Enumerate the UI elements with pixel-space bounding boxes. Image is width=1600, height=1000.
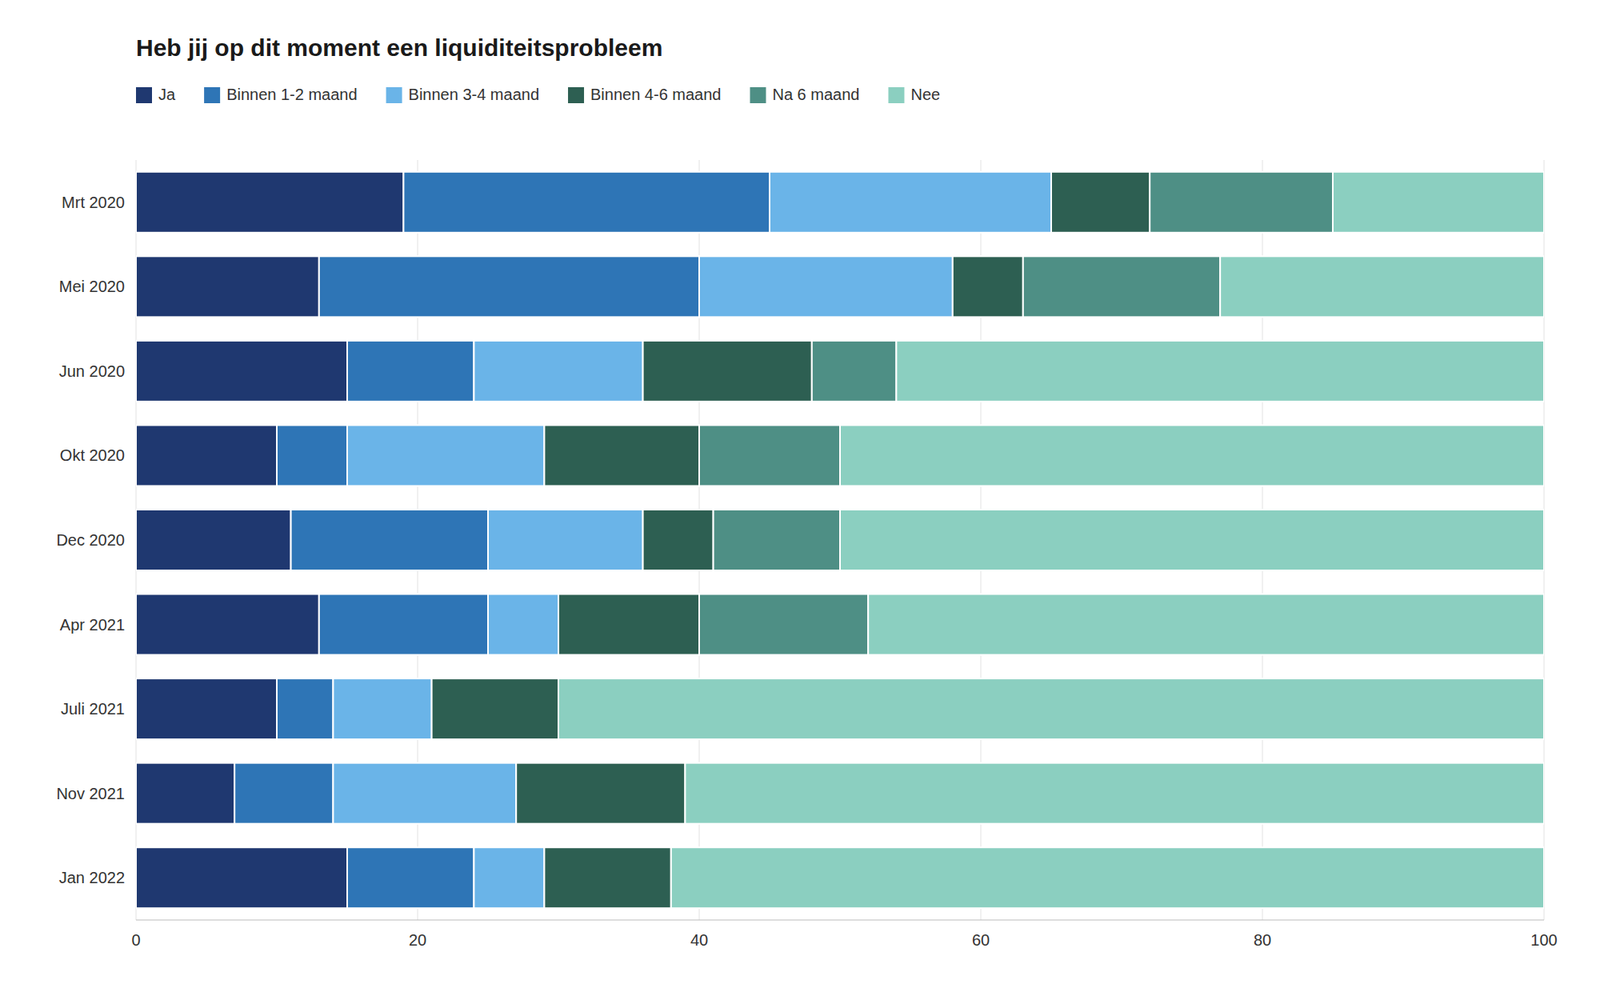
bar-segment <box>347 847 474 908</box>
bar-segment <box>516 763 685 824</box>
bar-segment <box>403 172 770 233</box>
tick-label: 80 <box>1253 931 1272 949</box>
grid <box>136 160 1544 920</box>
bar-segment <box>713 509 840 571</box>
bar-segment <box>234 763 333 824</box>
bar-segment <box>136 172 404 233</box>
bar-segment <box>319 256 700 317</box>
legend-swatch <box>749 87 766 104</box>
legend-label: Binnen 3-4 maand <box>408 85 540 104</box>
category-label: Mei 2020 <box>59 277 125 296</box>
bar-segment <box>812 340 897 402</box>
category-label: Jan 2022 <box>59 868 125 887</box>
bar-segment <box>136 594 320 656</box>
legend-swatch <box>204 87 220 104</box>
tick-label: 20 <box>408 931 427 949</box>
legend-label: Binnen 4-6 maand <box>590 85 721 104</box>
bar-segment <box>488 594 559 656</box>
legend-swatch <box>888 87 904 104</box>
bar-segment <box>896 340 1544 402</box>
tick-label: 100 <box>1530 931 1557 949</box>
bar-segment <box>136 763 235 824</box>
bar-segment <box>840 509 1544 571</box>
bar-segment <box>1023 256 1220 317</box>
bar-segment <box>136 424 277 486</box>
bar-segment <box>699 594 868 656</box>
bar-segment <box>868 594 1544 656</box>
bar-segment <box>544 847 671 908</box>
bar-segment <box>1220 256 1544 317</box>
chart: Heb jij op dit moment een liquiditeitspr… <box>0 0 1600 1000</box>
bar-segment <box>558 678 1544 740</box>
bar-segment <box>332 678 432 740</box>
bar-segment <box>136 847 348 908</box>
bar-segment <box>840 424 1544 486</box>
bar-segment <box>347 340 474 402</box>
bar-segment <box>671 847 1544 908</box>
bar-segment <box>544 424 700 486</box>
bar-segment <box>136 256 320 317</box>
tick-label: 0 <box>131 931 140 949</box>
value-axis: 0 20 40 60 80 100 <box>131 931 1557 949</box>
bar-segment <box>1149 172 1333 233</box>
legend-swatch <box>136 87 152 104</box>
category-label: Apr 2021 <box>60 616 125 634</box>
bar-segment <box>276 424 348 486</box>
bar-segment <box>643 340 812 402</box>
bar-segment <box>136 678 277 740</box>
bar-segment <box>347 424 544 486</box>
bar-segment <box>136 340 348 402</box>
bar-segment <box>136 509 292 571</box>
bar-segment <box>473 340 643 402</box>
axis-line <box>136 920 1544 921</box>
category-label: Juli 2021 <box>60 700 125 718</box>
legend-label: Binnen 1-2 maand <box>226 85 357 104</box>
legend-label: Ja <box>158 85 176 104</box>
bar-segment <box>319 594 488 656</box>
category-label: Mrt 2020 <box>61 193 125 212</box>
tick-label: 60 <box>972 931 990 949</box>
bar-segment <box>684 763 1544 824</box>
legend-swatch <box>386 87 403 104</box>
legend-label: Na 6 maand <box>772 85 860 104</box>
bar-segment <box>699 256 953 317</box>
bar-segment <box>432 678 559 740</box>
bar-segment <box>643 509 714 571</box>
bars <box>136 172 1544 908</box>
bar-segment <box>1332 172 1544 233</box>
category-label: Nov 2021 <box>56 784 125 803</box>
category-label: Dec 2020 <box>56 531 125 549</box>
bar-segment <box>276 678 333 740</box>
bar-segment <box>488 509 644 571</box>
legend: Ja Binnen 1-2 maand Binnen 3-4 maand Binnen… <box>136 85 940 104</box>
bar-segment <box>473 847 544 908</box>
bar-segment <box>1051 172 1150 233</box>
background <box>0 0 1600 1000</box>
bar-segment <box>769 172 1052 233</box>
category-axis: Mrt 2020 Mei 2020 Jun 2020 Okt 2020 Dec 2020… <box>56 193 125 887</box>
bar-segment <box>558 594 700 656</box>
bar-segment <box>699 424 840 486</box>
category-label: Jun 2020 <box>59 362 125 380</box>
category-label: Okt 2020 <box>60 446 125 464</box>
legend-swatch <box>568 87 584 104</box>
bar-segment <box>291 509 488 571</box>
bar-segment <box>332 763 516 824</box>
legend-label: Nee <box>910 85 940 104</box>
tick-label: 40 <box>690 931 708 949</box>
bar-segment <box>952 256 1024 317</box>
title: Heb jij op dit moment een liquiditeitspr… <box>136 34 663 61</box>
